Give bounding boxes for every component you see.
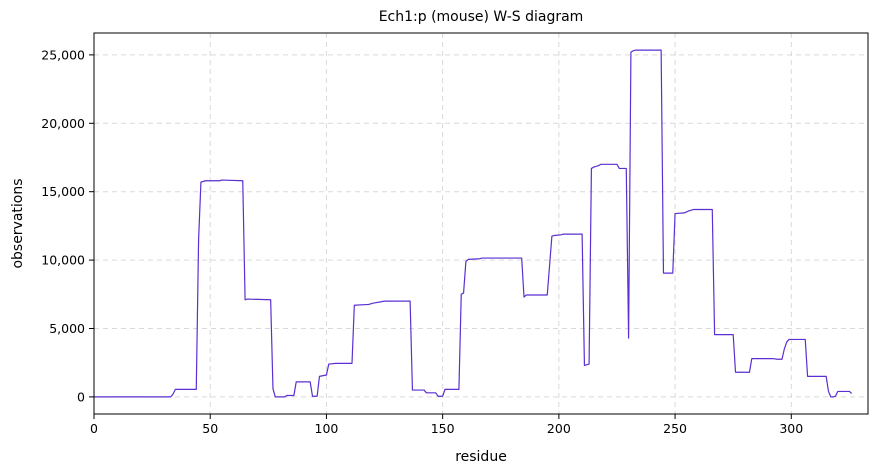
x-axis-label: residue: [455, 449, 507, 465]
y-axis: 0 5,000 10,000 15,000 20,000 25,000: [41, 47, 94, 404]
x-tick-label: 0: [90, 421, 98, 436]
x-tick-label: 200: [547, 421, 571, 436]
y-tick-label: 10,000: [41, 253, 85, 268]
x-tick-label: 300: [779, 421, 803, 436]
plot-area: [94, 49, 853, 398]
y-axis-label: observations: [10, 178, 26, 268]
plot-frame: [93, 32, 869, 415]
series-line: [94, 49, 853, 398]
y-tick-label: 15,000: [41, 184, 85, 199]
x-tick-label: 100: [315, 421, 339, 436]
chart-title: Ech1:p (mouse) W-S diagram: [379, 9, 584, 25]
x-tick-label: 250: [663, 421, 687, 436]
x-tick-label: 150: [431, 421, 455, 436]
y-tick-label: 25,000: [41, 47, 85, 62]
y-tick-label: 5,000: [49, 321, 85, 336]
x-tick-label: 50: [202, 421, 218, 436]
y-tick-label: 20,000: [41, 116, 85, 131]
y-tick-label: 0: [77, 389, 85, 404]
grid-lines: [93, 33, 868, 414]
x-axis: 0 50 100 150 200 250 300: [90, 414, 803, 436]
